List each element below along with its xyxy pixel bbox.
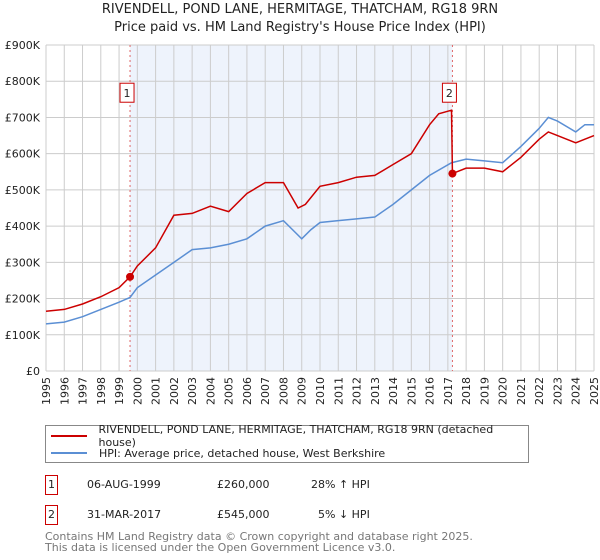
y-tick-label: £300K — [5, 256, 41, 269]
transaction-date: 06-AUG-1999 — [87, 478, 161, 491]
y-tick-label: £100K — [5, 329, 41, 342]
series-line — [45, 109, 595, 312]
legend-item-hpi: HPI: Average price, detached house, West… — [46, 445, 385, 461]
y-tick-label: £0 — [26, 365, 40, 378]
y-tick-label: £500K — [5, 184, 41, 197]
x-tick-label: 1997 — [77, 377, 90, 405]
x-tick-label: 2010 — [314, 377, 327, 405]
x-tick-label: 2025 — [588, 377, 600, 405]
y-tick-label: £700K — [5, 111, 41, 124]
x-tick-label: 2005 — [223, 377, 236, 405]
sale-point — [126, 272, 135, 281]
x-tick-label: 2013 — [369, 377, 382, 405]
x-tick-label: 2017 — [442, 377, 455, 405]
transaction-price: £545,000 — [217, 508, 270, 521]
marker-badge: 1 — [45, 475, 58, 495]
x-tick-label: 1999 — [113, 377, 126, 405]
x-tick-label: 2024 — [570, 377, 583, 405]
x-tick-label: 1998 — [95, 377, 108, 405]
marker-badge: 2 — [45, 505, 58, 525]
legend-swatch-blue — [51, 452, 87, 454]
x-tick-label: 2012 — [351, 377, 364, 405]
x-tick-label: 2019 — [478, 377, 491, 405]
transaction-date: 31-MAR-2017 — [87, 508, 162, 521]
transaction-hpi: 5% ↓ HPI — [318, 508, 370, 521]
x-tick-label: 1995 — [40, 377, 53, 405]
x-tick-label: 2008 — [277, 377, 290, 405]
series-line — [45, 116, 594, 325]
x-tick-label: 2006 — [241, 377, 254, 405]
x-tick-label: 2014 — [387, 377, 400, 405]
price-chart: 1995 1996 1997 1998 1999 2000 2001 2002 2003 2004… — [5, 39, 600, 405]
x-tick-label: 2003 — [186, 377, 199, 405]
legend: RIVENDELL, POND LANE, HERMITAGE, THATCHA… — [45, 423, 529, 463]
x-tick-label: 2001 — [150, 377, 163, 405]
transaction-row: 1 06-AUG-1999 £260,000 28% ↑ HPI — [45, 475, 445, 495]
marker-box — [441, 82, 457, 103]
x-tick-label: 2022 — [533, 377, 546, 405]
chart-title: RIVENDELL, POND LANE, HERMITAGE, THATCHA… — [101, 2, 499, 17]
marker-box — [119, 82, 135, 103]
shaded-ownership-period — [130, 45, 453, 371]
x-tick-label: 2023 — [551, 377, 564, 405]
chart-subtitle: Price paid vs. HM Land Registry's House … — [114, 20, 486, 35]
footer: Contains HM Land Registry data © Crown c… — [45, 531, 473, 553]
legend-swatch-red — [51, 435, 87, 437]
transaction-row: 2 31-MAR-2017 £545,000 5% ↓ HPI — [45, 505, 445, 525]
footer-line: This data is licensed under the Open Gov… — [45, 541, 396, 554]
x-tick-label: 2011 — [332, 377, 345, 405]
x-tick-label: 2004 — [204, 377, 217, 405]
legend-label: HPI: Average price, detached house, West… — [99, 446, 386, 460]
x-tick-label: 2000 — [131, 377, 144, 405]
y-tick-label: £600K — [5, 148, 41, 161]
x-tick-label: 2015 — [405, 377, 418, 405]
sale-point — [448, 169, 457, 178]
x-tick-label: 2018 — [460, 377, 473, 405]
legend-label: RIVENDELL, POND LANE, HERMITAGE, THATCHA… — [98, 423, 494, 449]
x-tick-label: 2007 — [259, 377, 272, 405]
marker-label: 2 — [446, 87, 453, 100]
marker-label: 1 — [124, 87, 131, 100]
footer-line: Contains HM Land Registry data © Crown c… — [45, 530, 473, 543]
x-tick-label: 2009 — [296, 377, 309, 405]
legend-item-property: RIVENDELL, POND LANE, HERMITAGE, THATCHA… — [46, 423, 528, 449]
y-tick-label: £800K — [5, 75, 41, 88]
y-tick-label: £200K — [5, 293, 41, 306]
y-tick-label: £900K — [5, 39, 41, 52]
x-tick-label: 2021 — [515, 377, 528, 405]
x-tick-label: 2016 — [424, 377, 437, 405]
x-tick-label: 1996 — [58, 377, 71, 405]
transaction-hpi: 28% ↑ HPI — [311, 478, 370, 491]
x-tick-label: 2020 — [497, 377, 510, 405]
y-tick-label: £400K — [5, 220, 41, 233]
x-tick-label: 2002 — [168, 377, 181, 405]
transaction-price: £260,000 — [217, 478, 270, 491]
